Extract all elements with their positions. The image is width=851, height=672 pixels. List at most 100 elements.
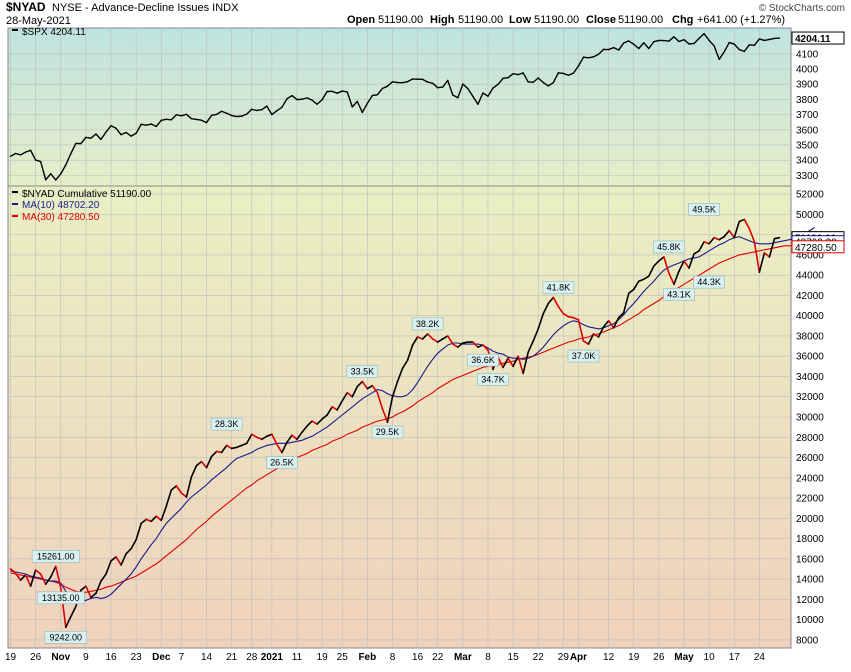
nyad-y-axis: 8000100001200014000160001800020000220002…: [796, 190, 824, 647]
nyad-y-tick-label: 50000: [796, 210, 824, 221]
annotation-label: 44.3K: [697, 277, 721, 287]
annotation-label: 36.6K: [471, 355, 495, 365]
x-tick-label: Dec: [152, 652, 171, 663]
nyad-y-tick-label: 10000: [796, 615, 824, 626]
header-watermark: © StockCharts.com: [759, 3, 845, 14]
x-tick-label: 26: [653, 652, 665, 663]
x-tick-label: May: [674, 652, 694, 663]
nyad-y-tick-label: 32000: [796, 392, 824, 403]
x-tick-label: 29: [558, 652, 570, 663]
nyad-y-tick-label: 22000: [796, 494, 824, 505]
chg-label: Chg: [672, 14, 693, 26]
annotation-label: 26.5K: [270, 457, 294, 467]
close-label: Close: [586, 14, 616, 26]
chg-value: +641.00 (+1.27%): [697, 14, 785, 26]
close-value: 51190.00: [618, 14, 663, 26]
x-tick-label: 10: [704, 652, 716, 663]
spx-line-segment: [191, 119, 196, 120]
spx-line-segment: [558, 73, 563, 74]
nyad-y-tick-label: 12000: [796, 595, 824, 606]
nyad-y-tick-label: 26000: [796, 453, 824, 464]
spx-line-segment: [86, 137, 91, 138]
open-value: 51190.00: [378, 14, 423, 26]
x-tick-label: 12: [603, 652, 615, 663]
x-tick-label: 26: [30, 652, 42, 663]
x-tick-label: 22: [432, 652, 444, 663]
high-value: 51190.00: [458, 14, 503, 26]
annotation-label: 45.8K: [657, 242, 681, 252]
spx-last-value-label: 4204.11: [795, 34, 831, 45]
ma30-legend-swatch: [12, 215, 18, 217]
x-tick-label: 17: [729, 652, 741, 663]
x-tick-label: Nov: [51, 652, 70, 663]
high-label: High: [430, 14, 455, 26]
spx-line-segment: [342, 91, 347, 92]
spx-panel-bg: [8, 28, 791, 186]
spx-line-segment: [257, 110, 262, 111]
spx-y-tick-label: 4100: [796, 49, 819, 60]
nyad-y-tick-label: 40000: [796, 311, 824, 322]
x-tick-label: 16: [412, 652, 424, 663]
x-tick-label: Apr: [570, 652, 587, 663]
spx-legend-label: $SPX 4204.11: [22, 27, 86, 38]
x-tick-label: Feb: [358, 652, 376, 663]
ohlc-readout: Open 51190.00 High 51190.00 Low 51190.00…: [347, 14, 785, 26]
nyad-y-tick-label: 24000: [796, 473, 824, 484]
spx-y-tick-label: 3800: [796, 95, 819, 106]
ma30-last-value-label: 47280.50: [795, 243, 837, 254]
spx-line-segment: [769, 38, 774, 39]
nyad-y-tick-label: 36000: [796, 352, 824, 363]
spx-line-segment: [141, 124, 146, 125]
annotation-label: 49.5K: [692, 204, 716, 214]
x-tick-label: 22: [533, 652, 545, 663]
x-tick-label: 28: [246, 652, 258, 663]
x-tick-label: 21: [226, 652, 238, 663]
nyad-y-tick-label: 20000: [796, 514, 824, 525]
ma10-legend-swatch: [12, 203, 18, 205]
low-value: 51190.00: [534, 14, 579, 26]
spx-y-tick-label: 3600: [796, 125, 819, 136]
nyad-y-tick-label: 30000: [796, 413, 824, 424]
x-tick-label: 8: [485, 652, 491, 663]
spx-y-tick-label: 3400: [796, 156, 819, 167]
x-tick-label: 8: [390, 652, 396, 663]
x-tick-label: 19: [628, 652, 640, 663]
x-tick-label: 16: [105, 652, 117, 663]
spx-line-segment: [513, 74, 518, 75]
spx-legend: $SPX 4204.11: [12, 27, 86, 38]
nyad-y-tick-label: 52000: [796, 190, 824, 201]
nyad-legend-swatch: [12, 191, 18, 193]
spx-line-segment: [196, 119, 201, 120]
x-tick-label: 2021: [261, 652, 284, 663]
nyad-y-tick-label: 18000: [796, 534, 824, 545]
open-label: Open: [347, 14, 375, 26]
nyad-y-tick-label: 34000: [796, 372, 824, 383]
x-tick-label: 9: [83, 652, 89, 663]
spx-line-segment: [583, 57, 588, 58]
annotation-label: 38.2K: [416, 319, 440, 329]
spx-y-tick-label: 3900: [796, 80, 819, 91]
x-tick-label: Mar: [454, 652, 472, 663]
x-tick-label: 15: [508, 652, 520, 663]
annotation-label: 13135.00: [42, 593, 80, 603]
annotation-label: 33.5K: [351, 367, 375, 377]
nyad-line-segment: [774, 238, 779, 239]
x-tick-label: 14: [201, 652, 213, 663]
nyad-y-tick-label: 8000: [796, 635, 819, 646]
x-tick-label: 25: [337, 652, 349, 663]
x-tick-label: 19: [317, 652, 329, 663]
annotation-label: 41.8K: [547, 282, 571, 292]
header-symbol: $NYAD: [6, 0, 46, 14]
nyad-y-tick-label: 28000: [796, 433, 824, 444]
nyad-y-tick-label: 14000: [796, 575, 824, 586]
ma30-legend-label: MA(30) 47280.50: [22, 212, 100, 223]
nyad-y-tick-label: 44000: [796, 271, 824, 282]
spx-line-segment: [503, 78, 508, 79]
spx-y-tick-label: 4000: [796, 65, 819, 76]
spx-legend-swatch: [12, 29, 18, 31]
spx-line-segment: [589, 57, 594, 58]
nyad-y-tick-label: 42000: [796, 291, 824, 302]
x-tick-label: 11: [292, 652, 303, 663]
